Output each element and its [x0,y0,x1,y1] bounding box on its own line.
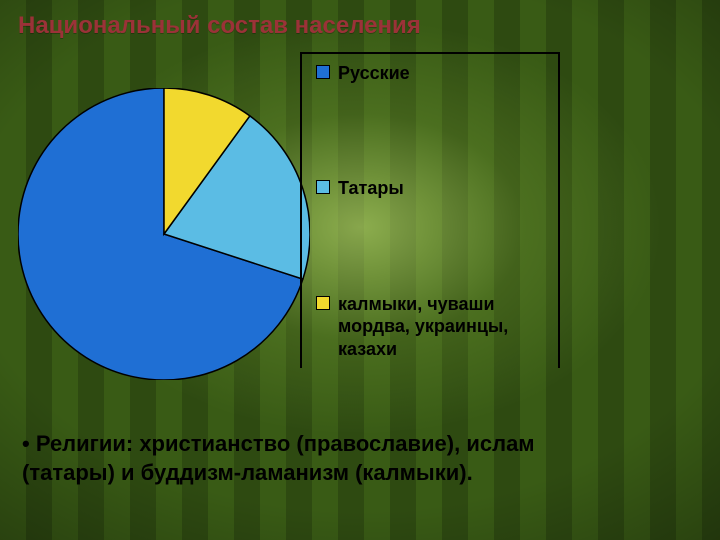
legend-box: Русские Татары калмыки, чуваши мордва, у… [300,52,560,368]
legend-swatch-2 [316,296,330,310]
legend-swatch-0 [316,65,330,79]
legend-item: Русские [316,62,548,85]
legend-label-1: Татары [338,177,404,200]
legend-item: Татары [316,177,548,200]
page-title: Национальный состав населения [18,12,421,40]
legend-swatch-1 [316,180,330,194]
legend-label-0: Русские [338,62,410,85]
pie-chart [18,88,310,380]
slide-content: Национальный состав населения Русские Та… [0,0,720,540]
pie-svg [18,88,310,380]
footer-text: • Религии: христианство (православие), и… [22,430,582,487]
legend-label-2: калмыки, чуваши мордва, украинцы, казахи [338,293,548,361]
legend-item: калмыки, чуваши мордва, украинцы, казахи [316,293,548,361]
